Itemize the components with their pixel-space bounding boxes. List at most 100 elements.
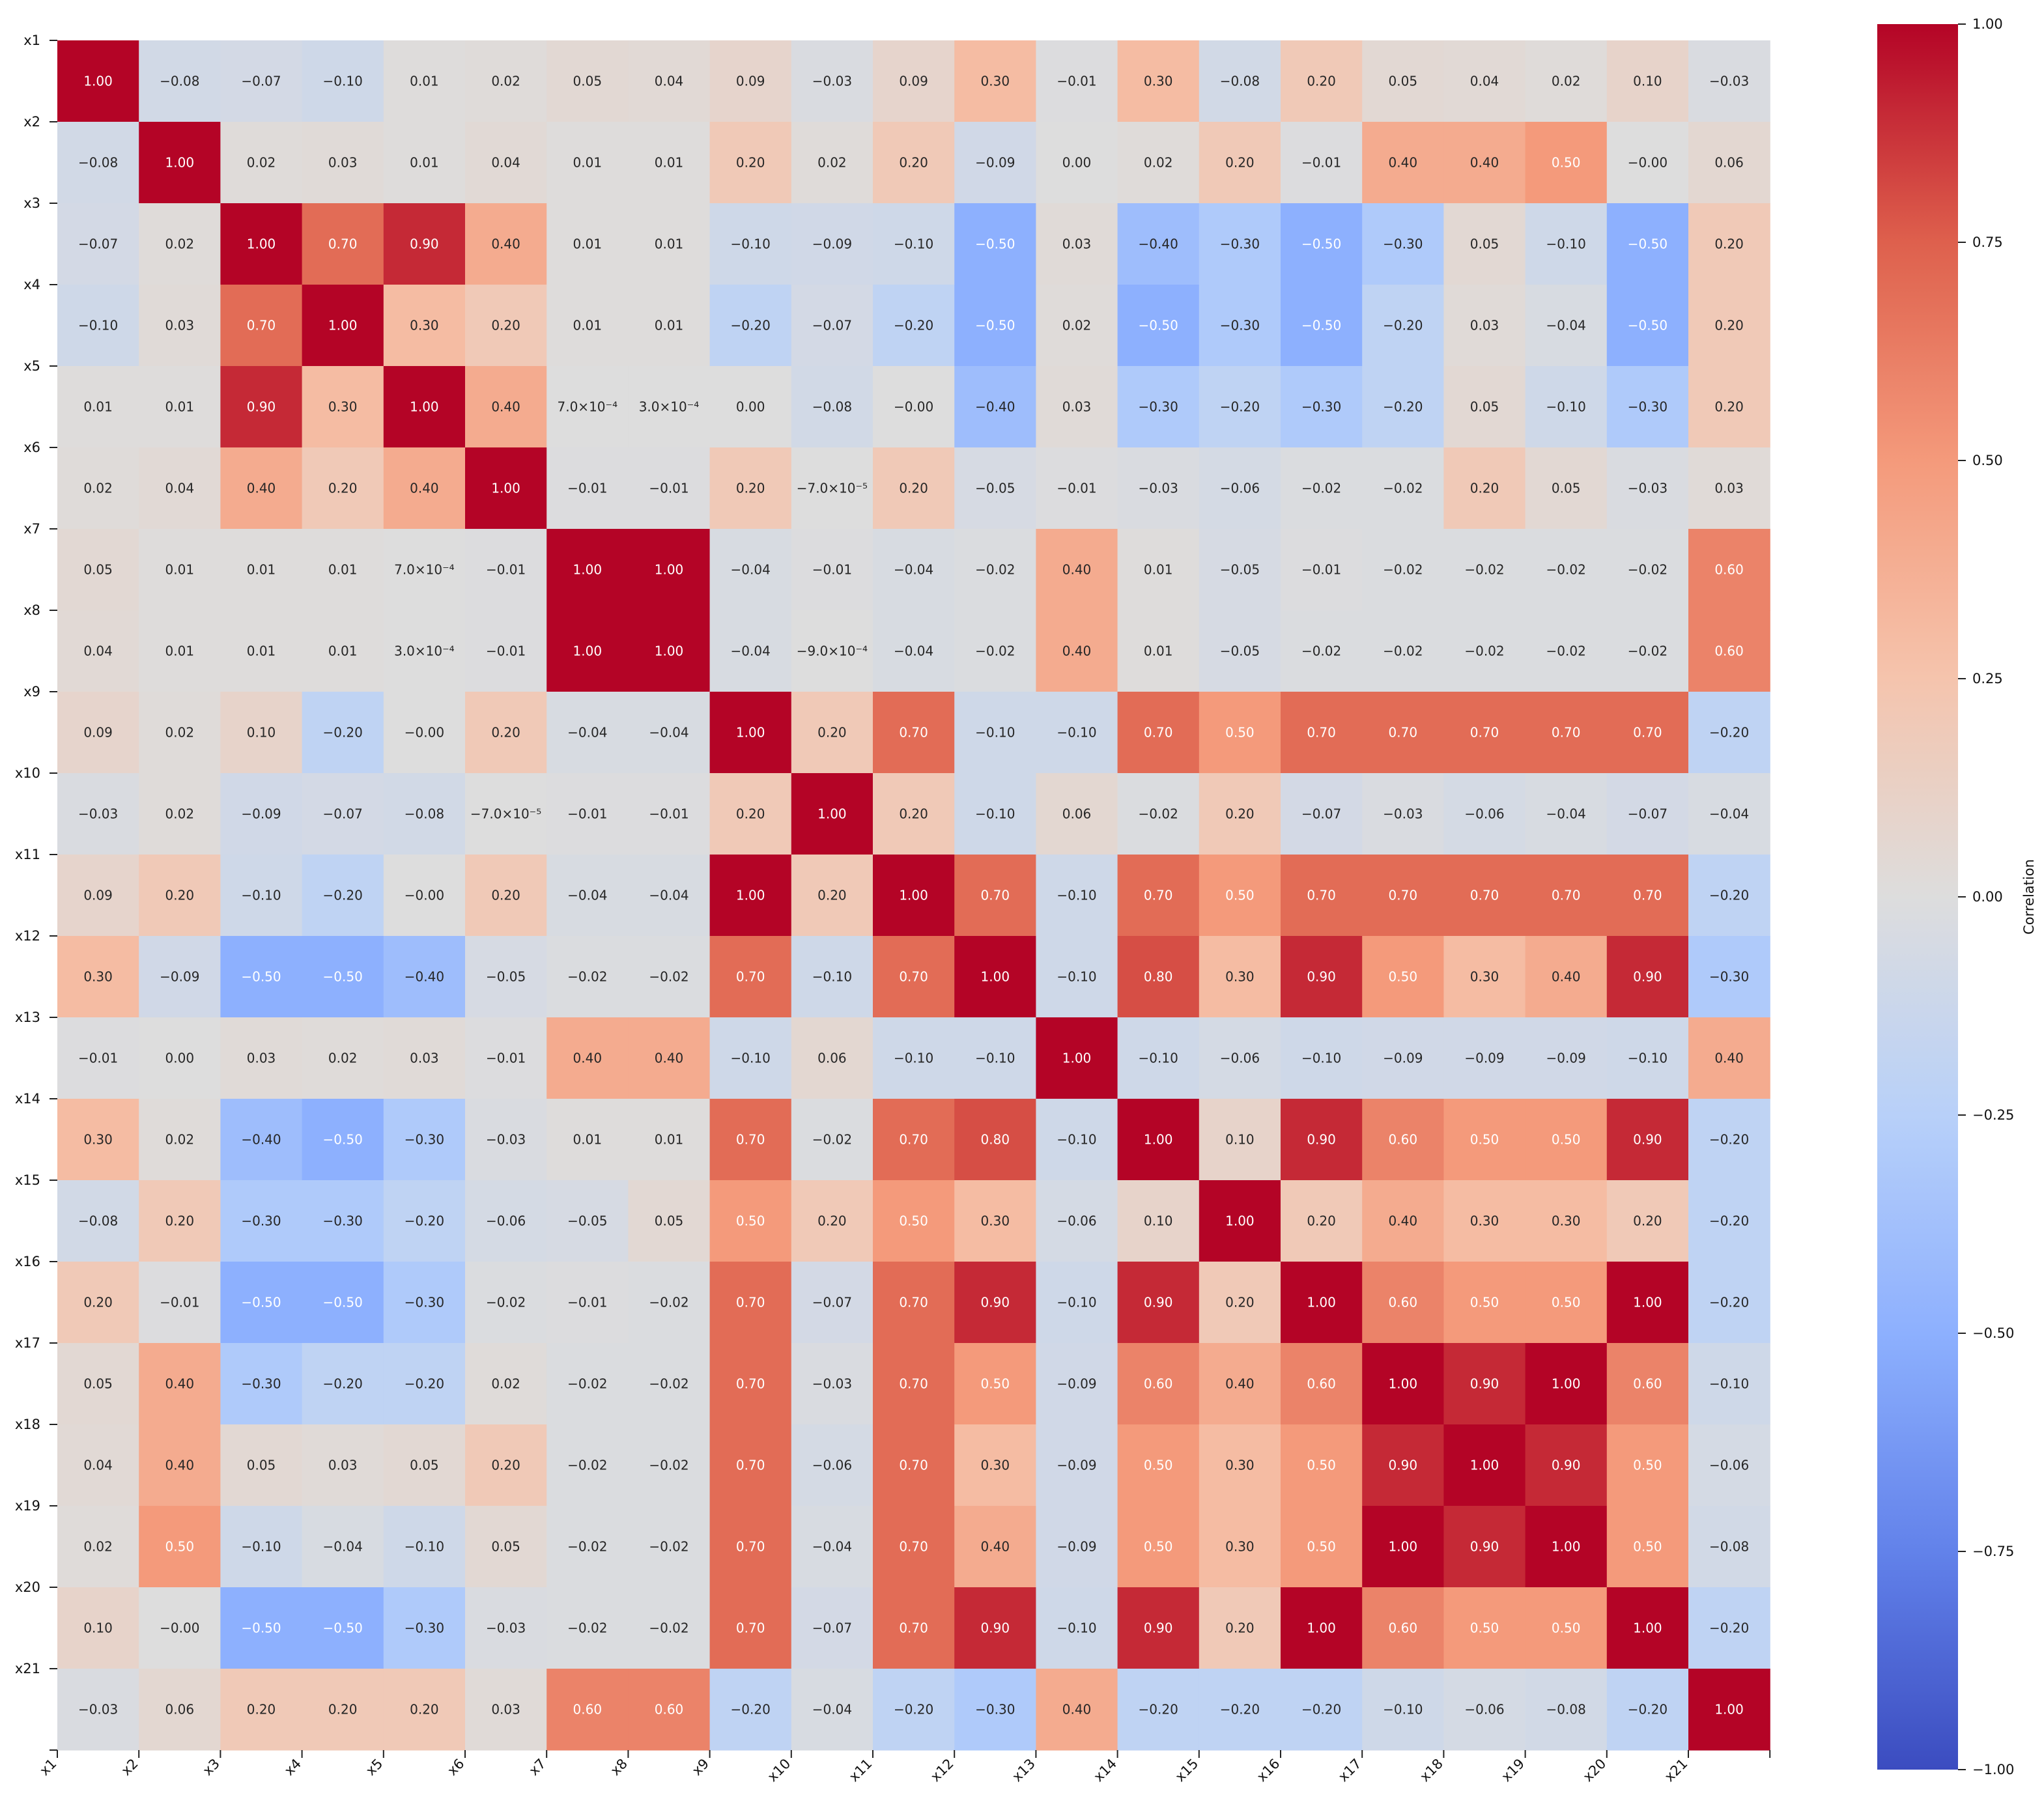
heatmap-cell [139,529,221,611]
heatmap-cell [628,1180,711,1262]
cell-value-label: −0.02 [567,969,607,985]
cell-value-label: 0.20 [328,1702,358,1718]
heatmap-cell [954,1669,1036,1751]
heatmap-cell [383,1343,466,1425]
heatmap-cell [302,122,384,204]
cell-value-label: 0.50 [1225,725,1255,741]
cell-value-label: 0.06 [1062,806,1092,822]
cell-value-label: 0.04 [83,1458,113,1473]
cell-value-label: −0.02 [1301,643,1341,659]
heatmap-cell [220,1506,303,1588]
heatmap-cell-labels: 1.00 −0.08 −0.07 −0.10 0.01 0.02 0.05 0.04 0.09 −… [78,74,1749,1718]
heatmap-cell [628,366,711,448]
heatmap-cell [1606,1099,1689,1181]
cell-value-label: −0.00 [405,725,444,741]
cell-value-label: −0.01 [1301,562,1341,578]
cell-value-label: −0.03 [78,806,118,822]
cell-value-label: −0.50 [323,1620,363,1636]
heatmap-cell [1688,285,1770,367]
heatmap-cell [709,1017,792,1099]
cell-value-label: −0.06 [1220,481,1260,496]
cell-value-label: −0.08 [812,399,852,415]
heatmap-cell [1199,1424,1281,1506]
cell-value-label: 0.01 [165,399,195,415]
heatmap-cell [383,692,466,774]
cell-value-label: −0.06 [1709,1458,1749,1473]
cell-value-label: 1.00 [247,236,276,252]
heatmap-cell [465,366,547,448]
heatmap-cell [139,610,221,692]
heatmap-cell [873,1506,955,1588]
heatmap-cell [57,285,139,367]
heatmap-cell [791,1099,873,1181]
cell-value-label: 0.60 [1714,643,1744,659]
heatmap-cell [220,1343,303,1425]
cell-value-label: −0.10 [241,888,281,903]
heatmap-cell [709,692,792,774]
heatmap-cell [873,1017,955,1099]
cell-value-label: 0.90 [247,399,276,415]
cell-value-label: 0.40 [165,1458,195,1473]
cell-value-label: 0.02 [83,1539,113,1555]
x-tick-label: x5 [363,1756,386,1779]
heatmap-cell [1525,1669,1608,1751]
heatmap-cell [1362,203,1444,285]
heatmap-cell [873,285,955,367]
heatmap-cell [1362,1262,1444,1344]
cell-value-label: 0.40 [1062,1702,1092,1718]
heatmap-cell [139,1669,221,1751]
heatmap-cell [709,447,792,530]
heatmap-cell [709,1669,792,1751]
cell-value-label: −0.10 [1057,969,1096,985]
heatmap-cell [1688,1343,1770,1425]
heatmap-cell [546,1099,629,1181]
x-tick-label: x1 [36,1756,59,1779]
heatmap-cell [1117,285,1200,367]
cell-value-label: −0.09 [1464,1051,1504,1066]
cell-value-label: −0.30 [323,1213,363,1229]
cell-value-label: 0.40 [491,236,520,252]
cell-value-label: 0.04 [655,74,684,89]
heatmap-cell [139,366,221,448]
heatmap-cell [302,1180,384,1262]
heatmap-cell [1199,122,1281,204]
heatmap-cell [139,1017,221,1099]
cell-value-label: −0.01 [486,643,526,659]
cell-value-label: −0.04 [812,1539,852,1555]
cell-value-label: 1.00 [1633,1620,1662,1636]
cell-value-label: 0.01 [655,236,684,252]
heatmap-cell [1525,1343,1608,1425]
cell-value-label: −0.20 [405,1376,444,1392]
cell-value-label: −0.07 [241,74,281,89]
cell-value-label: 0.70 [1307,725,1336,741]
heatmap-cell [1443,1017,1526,1099]
cell-value-label: −0.20 [1709,1620,1749,1636]
heatmap-cell [1281,1424,1363,1506]
heatmap-cell [709,1506,792,1588]
heatmap-cell [546,1669,629,1751]
cell-value-label: 0.30 [410,318,439,333]
cell-value-label: 0.06 [165,1702,195,1718]
cell-value-label: 0.70 [328,236,358,252]
heatmap-cell [1443,529,1526,611]
cell-value-label: 0.80 [981,1132,1010,1148]
heatmap-cell [220,40,303,122]
heatmap-cell [628,773,711,855]
cell-value-label: 0.01 [410,155,439,171]
cell-value-label: 1.00 [1714,1702,1744,1718]
cell-value-label: 0.09 [83,725,113,741]
cell-value-label: 0.04 [491,155,520,171]
colorbar-tick-label: −0.25 [1972,1107,2014,1123]
y-tick-label: x8 [23,602,40,618]
heatmap-cell [1281,1180,1363,1262]
heatmap-cell [628,1424,711,1506]
cell-value-label: −0.20 [1709,1132,1749,1148]
cell-value-label: 0.30 [83,969,113,985]
cell-value-label: 0.70 [1552,725,1581,741]
heatmap-cell [1362,529,1444,611]
heatmap-cell [220,1099,303,1181]
heatmap-cell [1036,203,1118,285]
heatmap-cell [1362,692,1444,774]
cell-value-label: 0.30 [1225,1539,1255,1555]
